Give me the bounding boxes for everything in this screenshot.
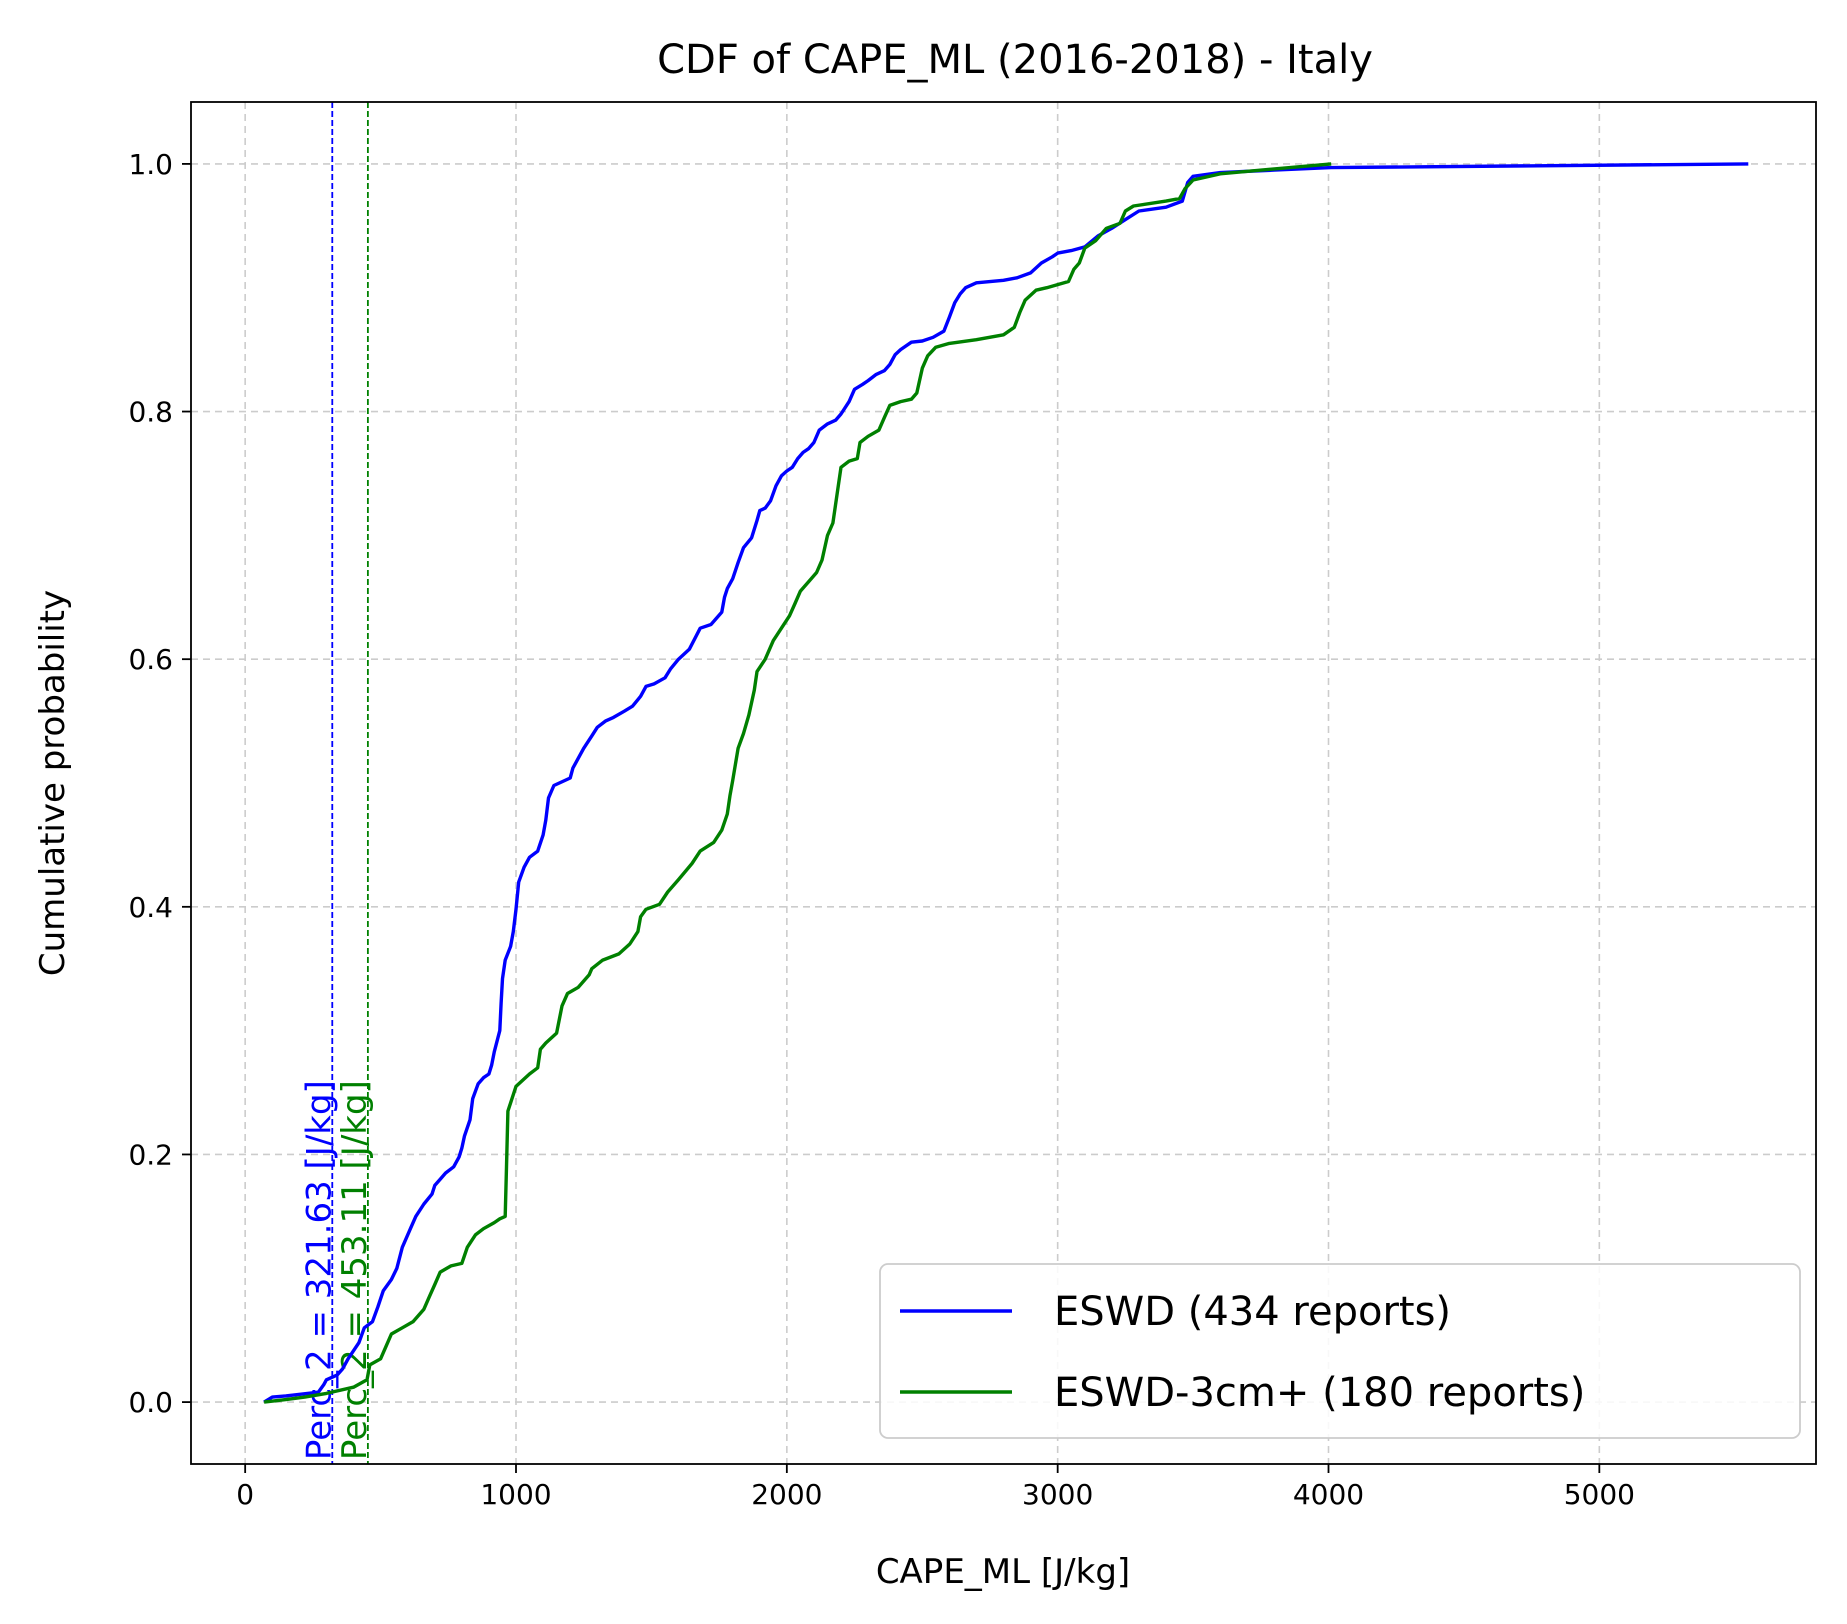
x-tick-label: 1000 [480, 1478, 551, 1511]
legend-entry-label: ESWD (434 reports) [1054, 1289, 1451, 1335]
x-tick-label: 2000 [751, 1478, 822, 1511]
legend-entry-label: ESWD-3cm+ (180 reports) [1054, 1370, 1585, 1416]
percentile-label: Perc_2 = 321.63 [J/kg] [299, 1080, 339, 1460]
series-lines [263, 162, 1749, 1404]
y-tick-label: 0.2 [128, 1138, 173, 1171]
percentile-label: Perc_2 = 453.11 [J/kg] [335, 1080, 375, 1460]
grid-lines [191, 102, 1816, 1464]
legend: ESWD (434 reports) ESWD-3cm+ (180 reports… [879, 1263, 1801, 1439]
y-axis-label: Cumulative probability [33, 590, 73, 976]
percentile-lines: Perc_2 = 321.63 [J/kg]Perc_2 = 453.11 [J… [299, 102, 375, 1464]
x-tick-label: 5000 [1564, 1478, 1635, 1511]
series-line [263, 162, 1332, 1404]
y-tick-label: 1.0 [128, 148, 173, 181]
plot-area-frame [190, 101, 1817, 1465]
y-tick-label: 0.8 [128, 396, 173, 429]
x-tick-label: 3000 [1022, 1478, 1093, 1511]
series-line [263, 162, 1749, 1404]
chart-title: CDF of CAPE_ML (2016-2018) - Italy [657, 37, 1373, 83]
axis-ticks: 0 1000 2000 3000 4000 5000 0.0 0.2 0.4 0.6 0.8 1.0 [128, 148, 1634, 1511]
x-tick-label: 4000 [1293, 1478, 1364, 1511]
legend-box [879, 1263, 1801, 1439]
y-tick-label: 0.0 [128, 1386, 173, 1419]
y-tick-label: 0.4 [128, 891, 173, 924]
x-tick-label: 0 [236, 1478, 254, 1511]
y-tick-label: 0.6 [128, 643, 173, 676]
x-axis-label: CAPE_ML [J/kg] [876, 1552, 1130, 1592]
